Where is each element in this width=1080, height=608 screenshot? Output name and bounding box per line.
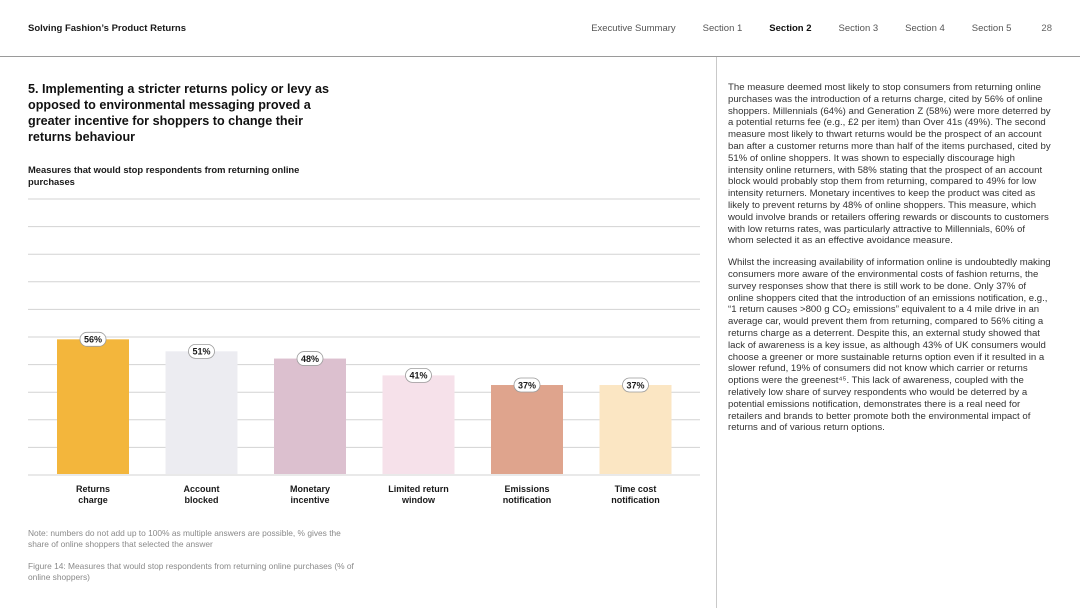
bar-3 <box>274 358 346 474</box>
value-label: 37% <box>626 380 644 390</box>
section-headline: 5. Implementing a stricter returns polic… <box>28 82 329 144</box>
body-paragraph: The measure deemed most likely to stop c… <box>728 82 1051 247</box>
value-label-pill <box>79 331 107 347</box>
value-label-pill <box>405 367 432 383</box>
category-label: blocked <box>184 495 218 505</box>
category-label: Emissions <box>504 484 549 494</box>
category-label: Monetary <box>290 484 330 494</box>
category-label: Account <box>184 484 220 494</box>
bar-5 <box>491 385 563 474</box>
chart-bars <box>57 339 672 474</box>
category-label: Time cost <box>615 484 657 494</box>
category-label: charge <box>78 495 108 505</box>
value-label-pill <box>622 377 649 393</box>
top-bar: Solving Fashion’s Product Returns Execut… <box>0 0 1080 57</box>
nav-section-5[interactable]: Section 5 <box>971 23 1012 34</box>
category-label: window <box>401 495 436 505</box>
figure-caption: Figure 14: Measures that would stop resp… <box>28 561 354 582</box>
value-label: 41% <box>409 371 427 381</box>
category-label: notification <box>503 495 552 505</box>
category-label: Limited return <box>388 484 449 494</box>
column-divider <box>716 57 717 608</box>
nav-section-3[interactable]: Section 3 <box>838 23 879 34</box>
body-paragraph: Whilst the increasing availability of in… <box>728 257 1051 434</box>
nav-section-4[interactable]: Section 4 <box>905 23 945 34</box>
value-label-pill <box>188 343 215 359</box>
value-label-pill <box>513 377 541 393</box>
section-nav: Executive Summary Section 1 Section 2 Se… <box>564 23 1052 34</box>
value-label-pill <box>296 351 324 366</box>
value-label: 48% <box>301 354 319 364</box>
nav-executive-summary[interactable]: Executive Summary <box>591 23 676 34</box>
chart-note: Note: numbers do not add up to 100% as m… <box>28 528 341 549</box>
nav-section-2[interactable]: Section 2 <box>769 23 812 34</box>
document-title: Solving Fashion’s Product Returns <box>28 23 186 34</box>
category-label: notification <box>611 495 660 505</box>
category-label: incentive <box>290 495 329 505</box>
category-label: Returns <box>76 484 110 494</box>
chart-gridlines <box>28 198 700 476</box>
page-number: 28 <box>1041 23 1052 34</box>
bar-1 <box>57 339 129 474</box>
value-label: 56% <box>84 335 102 345</box>
value-label: 37% <box>518 380 536 390</box>
body-text: The measure deemed most likely to stop c… <box>728 82 1052 444</box>
bar-4 <box>382 375 455 474</box>
bar-6 <box>599 385 672 474</box>
bar-2 <box>165 351 238 474</box>
value-label: 51% <box>192 347 210 357</box>
nav-section-1[interactable]: Section 1 <box>702 23 743 34</box>
chart-title: Measures that would stop respondents fro… <box>28 164 300 187</box>
